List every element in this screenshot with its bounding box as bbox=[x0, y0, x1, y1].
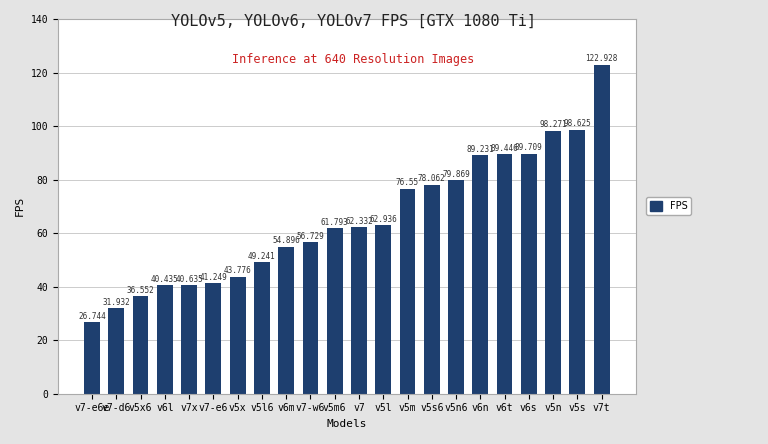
Bar bbox=[472, 155, 488, 394]
Text: Inference at 640 Resolution Images: Inference at 640 Resolution Images bbox=[232, 53, 475, 66]
Text: 62.936: 62.936 bbox=[369, 215, 397, 224]
Text: 98.271: 98.271 bbox=[539, 120, 567, 129]
Bar bbox=[327, 228, 343, 394]
Text: 26.744: 26.744 bbox=[78, 312, 106, 321]
Bar bbox=[569, 130, 585, 394]
Bar bbox=[181, 285, 197, 394]
Text: 41.249: 41.249 bbox=[200, 273, 227, 282]
Bar bbox=[594, 65, 610, 394]
Text: 40.635: 40.635 bbox=[175, 275, 203, 284]
Text: 79.869: 79.869 bbox=[442, 170, 470, 178]
Text: 89.709: 89.709 bbox=[515, 143, 543, 152]
Text: 36.552: 36.552 bbox=[127, 285, 154, 294]
Bar bbox=[230, 277, 246, 394]
Text: 49.241: 49.241 bbox=[248, 252, 276, 261]
Bar bbox=[157, 285, 173, 394]
Bar bbox=[376, 225, 391, 394]
Bar bbox=[449, 180, 464, 394]
Text: 61.793: 61.793 bbox=[321, 218, 349, 227]
Text: 76.55: 76.55 bbox=[396, 178, 419, 187]
Text: 40.435: 40.435 bbox=[151, 275, 179, 284]
Bar bbox=[424, 185, 439, 394]
Text: 89.446: 89.446 bbox=[491, 144, 518, 153]
Bar bbox=[108, 308, 124, 394]
Text: 62.332: 62.332 bbox=[345, 217, 372, 226]
Bar bbox=[278, 247, 294, 394]
Text: 43.776: 43.776 bbox=[223, 266, 252, 275]
Text: 54.896: 54.896 bbox=[273, 237, 300, 246]
X-axis label: Models: Models bbox=[326, 419, 367, 429]
Bar bbox=[351, 227, 367, 394]
Bar bbox=[133, 296, 148, 394]
Bar bbox=[399, 189, 415, 394]
Y-axis label: FPS: FPS bbox=[15, 196, 25, 217]
Bar bbox=[303, 242, 318, 394]
Text: 78.062: 78.062 bbox=[418, 174, 445, 183]
Text: 98.625: 98.625 bbox=[564, 119, 591, 128]
Bar bbox=[497, 155, 512, 394]
Bar bbox=[254, 262, 270, 394]
Bar bbox=[84, 322, 100, 394]
Text: 56.729: 56.729 bbox=[296, 231, 324, 241]
Text: 89.231: 89.231 bbox=[466, 145, 494, 154]
Text: 122.928: 122.928 bbox=[585, 54, 617, 63]
Text: 31.932: 31.932 bbox=[102, 298, 131, 307]
Legend: FPS: FPS bbox=[647, 197, 691, 215]
Bar bbox=[545, 131, 561, 394]
Bar bbox=[521, 154, 537, 394]
Text: YOLOv5, YOLOv6, YOLOv7 FPS [GTX 1080 Ti]: YOLOv5, YOLOv6, YOLOv7 FPS [GTX 1080 Ti] bbox=[170, 13, 536, 28]
Bar bbox=[206, 283, 221, 394]
